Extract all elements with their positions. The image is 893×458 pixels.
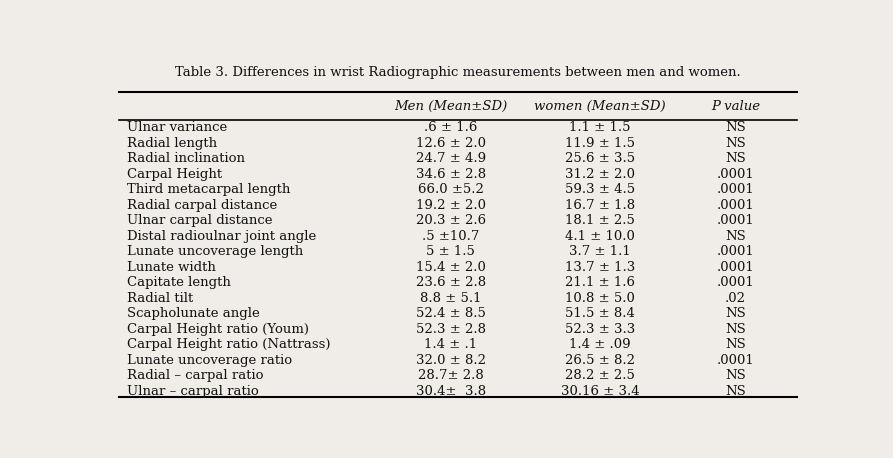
- Text: .0001: .0001: [717, 261, 755, 274]
- Text: NS: NS: [725, 338, 747, 351]
- Text: 16.7 ± 1.8: 16.7 ± 1.8: [565, 199, 635, 212]
- Text: 13.7 ± 1.3: 13.7 ± 1.3: [565, 261, 635, 274]
- Text: 28.2 ± 2.5: 28.2 ± 2.5: [565, 369, 635, 382]
- Text: 4.1 ± 10.0: 4.1 ± 10.0: [565, 230, 635, 243]
- Text: 59.3 ± 4.5: 59.3 ± 4.5: [565, 183, 635, 196]
- Text: Carpal Height: Carpal Height: [127, 168, 222, 181]
- Text: .0001: .0001: [717, 168, 755, 181]
- Text: Scapholunate angle: Scapholunate angle: [127, 307, 260, 320]
- Text: 51.5 ± 8.4: 51.5 ± 8.4: [565, 307, 635, 320]
- Text: 52.4 ± 8.5: 52.4 ± 8.5: [416, 307, 486, 320]
- Text: Lunate uncoverage ratio: Lunate uncoverage ratio: [127, 354, 292, 366]
- Text: 66.0 ±5.2: 66.0 ±5.2: [418, 183, 484, 196]
- Text: .6 ± 1.6: .6 ± 1.6: [424, 121, 478, 135]
- Text: 23.6 ± 2.8: 23.6 ± 2.8: [416, 276, 486, 289]
- Text: 1.1 ± 1.5: 1.1 ± 1.5: [570, 121, 630, 135]
- Text: 21.1 ± 1.6: 21.1 ± 1.6: [565, 276, 635, 289]
- Text: .0001: .0001: [717, 354, 755, 366]
- Text: Radial – carpal ratio: Radial – carpal ratio: [127, 369, 263, 382]
- Text: .0001: .0001: [717, 199, 755, 212]
- Text: 28.7± 2.8: 28.7± 2.8: [418, 369, 484, 382]
- Text: 24.7 ± 4.9: 24.7 ± 4.9: [416, 153, 486, 165]
- Text: Ulnar variance: Ulnar variance: [127, 121, 227, 135]
- Text: .5 ±10.7: .5 ±10.7: [422, 230, 480, 243]
- Text: Men (Mean±SD): Men (Mean±SD): [394, 99, 507, 113]
- Text: Capitate length: Capitate length: [127, 276, 230, 289]
- Text: NS: NS: [725, 322, 747, 336]
- Text: NS: NS: [725, 369, 747, 382]
- Text: 3.7 ± 1.1: 3.7 ± 1.1: [569, 245, 631, 258]
- Text: Third metacarpal length: Third metacarpal length: [127, 183, 290, 196]
- Text: Radial length: Radial length: [127, 137, 217, 150]
- Text: Radial inclination: Radial inclination: [127, 153, 245, 165]
- Text: .0001: .0001: [717, 245, 755, 258]
- Text: NS: NS: [725, 307, 747, 320]
- Text: 1.4 ± .1: 1.4 ± .1: [424, 338, 478, 351]
- Text: 25.6 ± 3.5: 25.6 ± 3.5: [565, 153, 635, 165]
- Text: Ulnar carpal distance: Ulnar carpal distance: [127, 214, 272, 227]
- Text: 32.0 ± 8.2: 32.0 ± 8.2: [416, 354, 486, 366]
- Text: Radial carpal distance: Radial carpal distance: [127, 199, 277, 212]
- Text: NS: NS: [725, 137, 747, 150]
- Text: NS: NS: [725, 385, 747, 398]
- Text: NS: NS: [725, 230, 747, 243]
- Text: 31.2 ± 2.0: 31.2 ± 2.0: [565, 168, 635, 181]
- Text: Radial tilt: Radial tilt: [127, 292, 193, 305]
- Text: NS: NS: [725, 121, 747, 135]
- Text: 30.16 ± 3.4: 30.16 ± 3.4: [561, 385, 639, 398]
- Text: Ulnar – carpal ratio: Ulnar – carpal ratio: [127, 385, 259, 398]
- Text: .0001: .0001: [717, 214, 755, 227]
- Text: .0001: .0001: [717, 276, 755, 289]
- Text: 34.6 ± 2.8: 34.6 ± 2.8: [416, 168, 486, 181]
- Text: P value: P value: [711, 99, 760, 113]
- Text: 8.8 ± 5.1: 8.8 ± 5.1: [420, 292, 481, 305]
- Text: 5 ± 1.5: 5 ± 1.5: [427, 245, 475, 258]
- Text: 20.3 ± 2.6: 20.3 ± 2.6: [416, 214, 486, 227]
- Text: Carpal Height ratio (Nattrass): Carpal Height ratio (Nattrass): [127, 338, 330, 351]
- Text: 30.4±  3.8: 30.4± 3.8: [416, 385, 486, 398]
- Text: 52.3 ± 2.8: 52.3 ± 2.8: [416, 322, 486, 336]
- Text: women (Mean±SD): women (Mean±SD): [534, 99, 666, 113]
- Text: Lunate uncoverage length: Lunate uncoverage length: [127, 245, 303, 258]
- Text: 18.1 ± 2.5: 18.1 ± 2.5: [565, 214, 635, 227]
- Text: .0001: .0001: [717, 183, 755, 196]
- Text: 52.3 ± 3.3: 52.3 ± 3.3: [565, 322, 635, 336]
- Text: Lunate width: Lunate width: [127, 261, 216, 274]
- Text: 12.6 ± 2.0: 12.6 ± 2.0: [416, 137, 486, 150]
- Text: NS: NS: [725, 153, 747, 165]
- Text: Distal radioulnar joint angle: Distal radioulnar joint angle: [127, 230, 316, 243]
- Text: 26.5 ± 8.2: 26.5 ± 8.2: [565, 354, 635, 366]
- Text: 19.2 ± 2.0: 19.2 ± 2.0: [416, 199, 486, 212]
- Text: 10.8 ± 5.0: 10.8 ± 5.0: [565, 292, 635, 305]
- Text: 15.4 ± 2.0: 15.4 ± 2.0: [416, 261, 486, 274]
- Text: 1.4 ± .09: 1.4 ± .09: [569, 338, 630, 351]
- Text: Carpal Height ratio (Youm): Carpal Height ratio (Youm): [127, 322, 309, 336]
- Text: .02: .02: [725, 292, 747, 305]
- Text: Table 3. Differences in wrist Radiographic measurements between men and women.: Table 3. Differences in wrist Radiograph…: [175, 65, 740, 78]
- Text: 11.9 ± 1.5: 11.9 ± 1.5: [565, 137, 635, 150]
